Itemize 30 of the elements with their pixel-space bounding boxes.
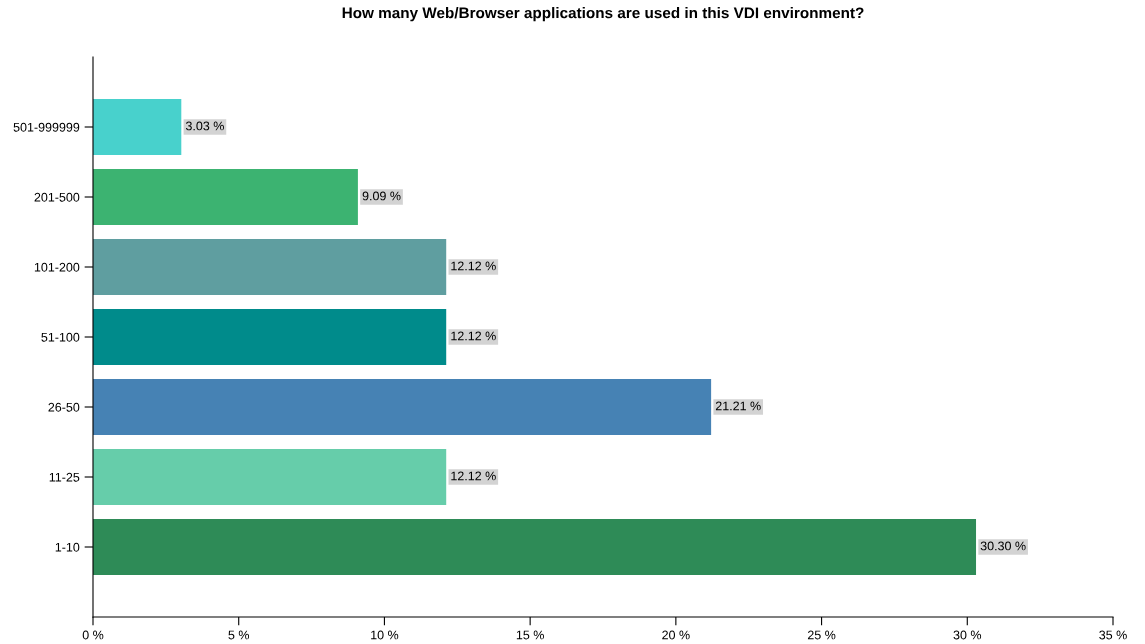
data-label: 12.12 % [451, 261, 496, 271]
y-tick-label: 26-50 [48, 402, 80, 412]
bar [93, 239, 447, 295]
y-tick-label: 51-100 [41, 332, 80, 342]
data-label: 30.30 % [980, 541, 1026, 551]
bar [93, 99, 182, 155]
bar [93, 379, 712, 435]
data-label: 9.09 % [362, 191, 401, 201]
x-tick-label: 5 % [228, 630, 250, 640]
bar [93, 169, 358, 225]
x-tick-label: 20 % [662, 630, 690, 640]
y-tick-label: 101-200 [34, 262, 80, 272]
data-label: 3.03 % [185, 121, 224, 131]
bar [93, 309, 447, 365]
y-tick-label: 11-25 [49, 472, 80, 482]
x-tick-label: 25 % [807, 630, 836, 640]
x-tick-label: 30 % [953, 630, 982, 640]
x-tick-label: 15 % [516, 630, 544, 640]
data-label: 12.12 % [451, 331, 496, 341]
data-label: 21.21 % [715, 401, 761, 411]
x-tick-label: 35 % [1099, 630, 1127, 640]
bar [93, 449, 447, 505]
y-tick-label: 1-10 [55, 542, 80, 552]
bar [93, 519, 977, 575]
chart-title: How many Web/Browser applications are used in this VDI environment? [342, 7, 864, 22]
y-tick-label: 201-500 [34, 192, 80, 202]
x-tick-label: 0 % [82, 630, 104, 640]
x-tick-label: 10 % [371, 630, 399, 640]
data-label: 12.12 % [451, 471, 496, 481]
y-tick-label: 501-999999 [13, 122, 80, 132]
